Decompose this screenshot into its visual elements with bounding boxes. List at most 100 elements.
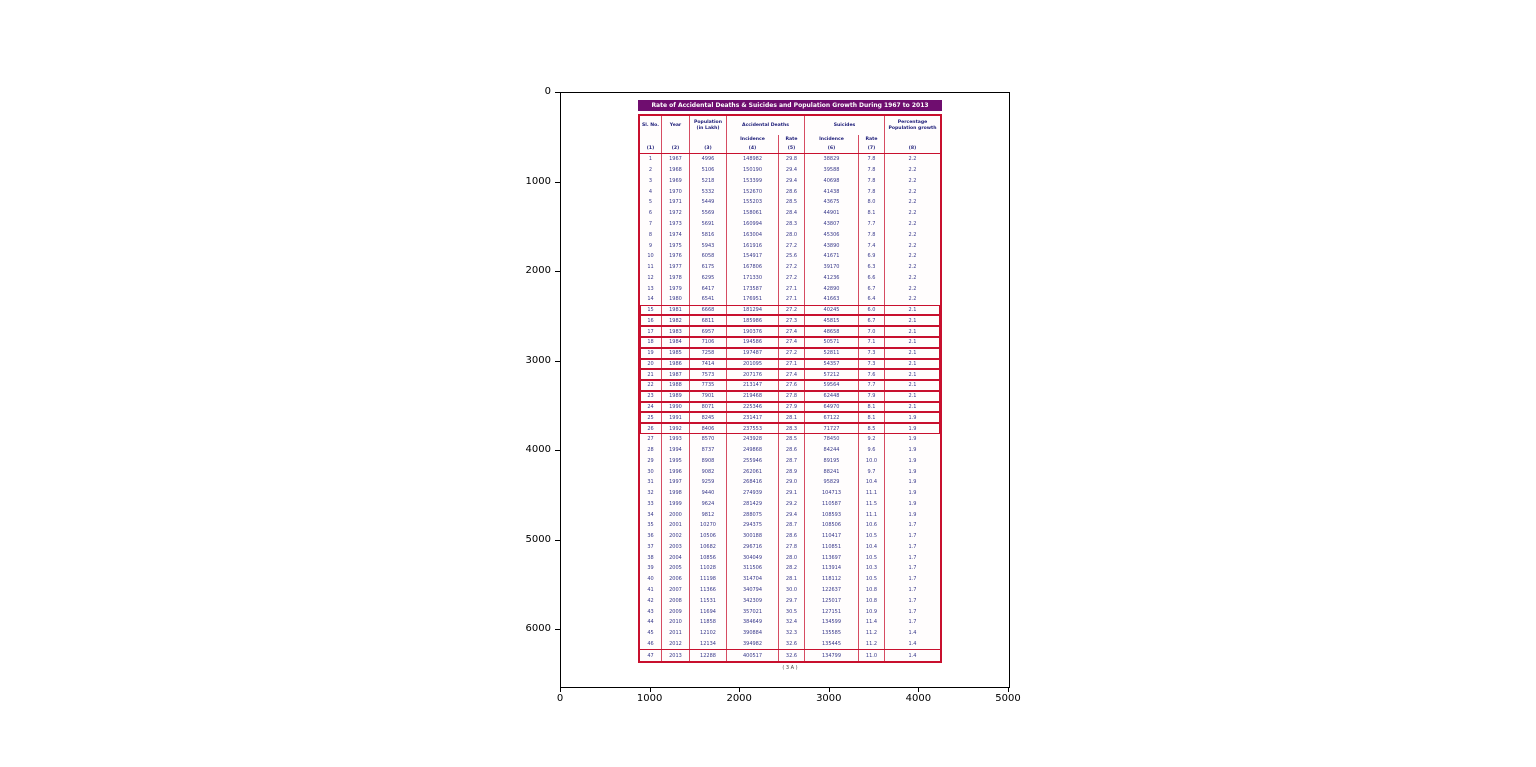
table-cell: 7.3 [859,347,885,359]
table-cell: 28.1 [779,412,805,424]
table-cell: 84244 [805,444,859,456]
table-cell: 10.9 [859,606,885,617]
table-cell: 10506 [690,530,727,542]
table-cell: 28.9 [779,466,805,477]
table-cell: 296716 [727,541,779,553]
table-cell: 25.6 [779,250,805,262]
table-cell: 274939 [727,487,779,499]
table-cell: 2013 [662,650,690,661]
table-cell: 1983 [662,326,690,338]
table-cell: 12134 [690,638,727,650]
table-cell: 104713 [805,487,859,499]
table-row: 29 1995 8908 255946 28.7 89195 10.0 1.9 [640,455,940,467]
table-cell: 7901 [690,390,727,402]
header-accidental-deaths: Accidental Deaths [727,116,805,135]
table-cell: 8737 [690,444,727,456]
table-cell: 7.4 [859,240,885,251]
table-cell: 9440 [690,487,727,499]
table-cell: 27 [640,433,662,445]
table-cell: 54357 [805,358,859,370]
table-cell: 10.3 [859,563,885,574]
table-cell: 27.3 [779,315,805,327]
table-cell: 27.2 [779,240,805,251]
table-cell: 6.7 [859,283,885,294]
table-cell: 1977 [662,261,690,273]
table-cell: 7106 [690,337,727,348]
table-cell: 41671 [805,250,859,262]
table-cell: 2.2 [908,242,917,249]
table-cell: 1969 [662,175,690,187]
table-cell: 11.0 [859,650,885,661]
table-row: 34 2000 9812 288075 29.4 108593 11.1 1.9 [640,509,940,521]
table-cell: 11028 [690,563,727,574]
table-cell: 47 [640,650,662,661]
table-cell: 29.1 [779,487,805,499]
table-cell: 6058 [690,250,727,262]
table-cell: 2.1 [908,360,917,367]
table-cell: 6.6 [859,272,885,284]
table-cell: 2.1 [908,371,917,378]
x-tick-label: 1000 [636,693,663,704]
table-cell: 1997 [662,476,690,488]
table-row: 20 1986 7414 201095 27.1 54357 7.3 2.1 [640,358,940,370]
table-cell: 9624 [690,498,727,510]
table-cell: 52811 [805,347,859,359]
table-cell: 2005 [662,563,690,574]
table-row: 3 1969 5218 153399 29.4 40698 7.8 2.2 [640,175,940,187]
table-cell: 1.7 [908,576,917,583]
table-row: 42 2008 11531 342309 29.7 125017 10.8 1.7 [640,595,940,607]
table-cell: 38829 [805,154,859,165]
table-cell: 1.7 [908,565,917,572]
table-cell: 1.9 [908,436,917,443]
x-tick-label: 3000 [816,693,842,704]
table-row: 5 1971 5449 155203 28.5 43675 8.0 2.2 [640,197,940,208]
table-cell: 20 [640,358,662,370]
table-cell: 2.1 [908,339,917,346]
table-cell: 41236 [805,272,859,284]
table-cell: 45 [640,627,662,639]
table-cell: 27.1 [779,283,805,294]
header-row-groups: Sl. No. Year Population (in Lakh) Accide… [640,116,940,135]
table-cell: 225346 [727,401,779,413]
table-cell: 5 [640,197,662,208]
table-cell: 2.1 [908,403,917,410]
table-cell: 357021 [727,606,779,617]
table-cell: 2011 [662,627,690,639]
table-cell: 11531 [690,595,727,607]
table-cell: 9.2 [859,433,885,445]
table-cell: 1.7 [908,587,917,593]
table-cell: 28.6 [779,186,805,198]
y-tick-mark [555,450,560,451]
table-cell: 201095 [727,358,779,370]
header-suicides: Suicides [805,116,885,135]
table-cell: 384649 [727,616,779,628]
table-cell: 2012 [662,638,690,650]
table-cell: 28.3 [779,218,805,230]
table-row: 21 1987 7573 207176 27.4 57212 7.6 2.1 [640,369,940,381]
header-ad-rate: Rate [779,135,805,144]
table-cell: 39 [640,563,662,574]
table-cell: 7.8 [859,175,885,187]
table-cell: 10.5 [859,552,885,564]
table-row: 37 2003 10682 296716 27.8 110851 10.4 1.7 [640,541,940,553]
table-row: 46 2012 12134 394982 32.6 135445 11.2 1.4 [640,638,940,650]
table-cell: 23 [640,390,662,402]
header-su-incidence: Incidence [805,135,859,144]
table-row: 30 1996 9082 262061 28.9 88241 9.7 1.9 [640,466,940,477]
table-row: 31 1997 9259 268416 29.0 95829 10.4 1.9 [640,476,940,488]
table-cell: 1.9 [908,447,917,454]
table-cell: 7.8 [859,186,885,198]
header-row-subcolumns: Incidence Rate Incidence Rate [640,135,940,144]
table-cell: 15 [640,304,662,316]
table-cell: 197487 [727,347,779,359]
table-cell: 1.9 [908,500,917,507]
table-cell: 1986 [662,358,690,370]
table-cell: 1985 [662,347,690,359]
table-cell: 110851 [805,541,859,553]
table-cell: 8570 [690,433,727,445]
table-cell: 2.1 [908,328,917,335]
table-cell: 173587 [727,283,779,294]
table-cell: 8 [640,229,662,241]
table-row: 2 1968 5106 150190 29.4 39588 7.8 2.2 [640,164,940,176]
